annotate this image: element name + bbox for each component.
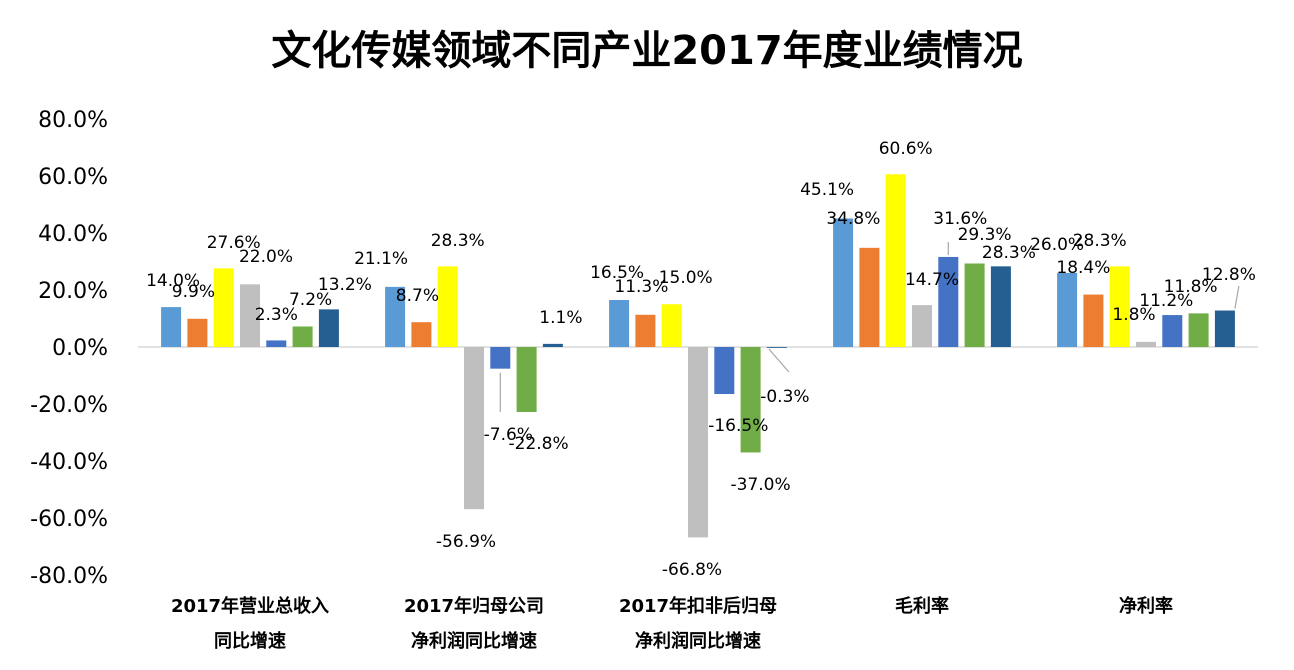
data-label: -7.6% [484, 425, 533, 445]
bar [464, 347, 484, 510]
bar [187, 318, 208, 347]
y-tick-label: 20.0% [38, 279, 108, 304]
y-tick-label: 60.0% [38, 165, 108, 190]
category-label: 净利润同比增速 [635, 630, 761, 652]
category-label: 同比增速 [214, 630, 286, 652]
data-labels-layer: 14.0%9.9% 27.6%22.0% 2.3%7.2%13.2% 21.1% 8.7… [146, 139, 1256, 580]
chart-title: 文化传媒领域不同产业2017年度业绩情况 [271, 28, 1023, 74]
bar [1136, 341, 1156, 347]
data-label: 12.8% [1202, 265, 1256, 285]
bar [161, 307, 182, 347]
bar [490, 347, 511, 369]
bar [292, 326, 313, 347]
bar [635, 314, 656, 347]
bar [938, 256, 959, 347]
bar [516, 347, 537, 412]
category-labels-layer: 2017年营业总收入同比增速2017年归母公司净利润同比增速2017年扣非后归母… [171, 595, 1173, 652]
data-label: 1.8% [1112, 305, 1155, 325]
y-tick-label: -60.0% [30, 507, 108, 532]
data-label: 9.9% [172, 282, 215, 302]
data-label: 28.3% [431, 231, 485, 251]
category-label: 2017年归母公司 [404, 595, 544, 617]
y-tick-label: 40.0% [38, 222, 108, 247]
data-label: 11.3% [614, 277, 668, 297]
data-label: 14.7% [905, 270, 959, 290]
bar [385, 286, 406, 347]
bar [912, 305, 932, 347]
data-label: 28.3% [982, 243, 1036, 263]
bar [1214, 310, 1235, 347]
y-tick-label: -80.0% [30, 564, 108, 589]
data-label: 22.0% [239, 247, 293, 267]
category-label: 净利润同比增速 [411, 630, 537, 652]
data-label: 45.1% [800, 180, 854, 200]
category-label: 2017年扣非后归母 [619, 595, 777, 617]
bar [240, 284, 260, 347]
data-label: 1.1% [539, 308, 582, 328]
bar [1083, 294, 1104, 347]
data-label: 2.3% [255, 305, 298, 325]
data-label: 28.3% [1073, 231, 1127, 251]
data-label: 27.6% [207, 233, 261, 253]
bar [411, 322, 432, 347]
bar [661, 304, 682, 347]
bar [964, 263, 985, 347]
bar [885, 174, 906, 347]
bar [1109, 266, 1130, 347]
data-label: -16.5% [708, 416, 768, 436]
bar [714, 347, 735, 395]
data-label: 7.2% [289, 290, 332, 310]
data-label: 14.0% [146, 271, 200, 291]
data-label: 18.4% [1056, 258, 1110, 278]
bar [213, 268, 234, 347]
category-label: 净利率 [1119, 595, 1173, 617]
data-label: 21.1% [354, 249, 408, 269]
data-label: 15.0% [659, 268, 713, 288]
bar [609, 299, 630, 347]
data-label: 11.8% [1164, 277, 1218, 297]
data-label: 60.6% [879, 139, 933, 159]
y-tick-label: 80.0% [38, 108, 108, 133]
data-label: 26.0% [1030, 235, 1084, 255]
data-label: 8.7% [396, 286, 439, 306]
data-label: 31.6% [933, 209, 987, 229]
bar [1188, 313, 1209, 347]
leader-line [1234, 285, 1240, 309]
data-label: -56.9% [436, 532, 496, 552]
data-label: -37.0% [731, 475, 791, 495]
data-label: 34.8% [826, 209, 880, 229]
bar [688, 347, 708, 538]
bar [1057, 272, 1078, 347]
y-tick-label: -40.0% [30, 450, 108, 475]
category-label: 2017年营业总收入 [171, 595, 329, 617]
data-label: 11.2% [1139, 291, 1193, 311]
data-label: -0.3% [760, 387, 809, 407]
bar [318, 309, 339, 347]
y-tick-label: -20.0% [30, 393, 108, 418]
data-label: 16.5% [590, 263, 644, 283]
data-label: -66.8% [662, 560, 722, 580]
bar [859, 247, 880, 347]
bar [740, 347, 761, 453]
leader-lines [499, 242, 1240, 412]
bar [990, 266, 1011, 347]
bar [542, 343, 563, 347]
bar [266, 340, 287, 347]
bar [833, 218, 854, 347]
bars-layer [161, 174, 1235, 538]
axis-layer: 80.0% 60.0% 40.0% 20.0% 0.0% -20.0% -40.0% -60.… [30, 108, 1258, 589]
y-tick-label: 0.0% [52, 336, 108, 361]
leader-line [768, 348, 790, 373]
bar [437, 266, 458, 347]
data-label: 13.2% [318, 275, 372, 295]
data-label: 29.3% [958, 225, 1012, 245]
data-label: -22.8% [509, 434, 569, 454]
bar [1162, 315, 1183, 347]
category-label: 毛利率 [895, 595, 949, 617]
bar [766, 347, 787, 348]
